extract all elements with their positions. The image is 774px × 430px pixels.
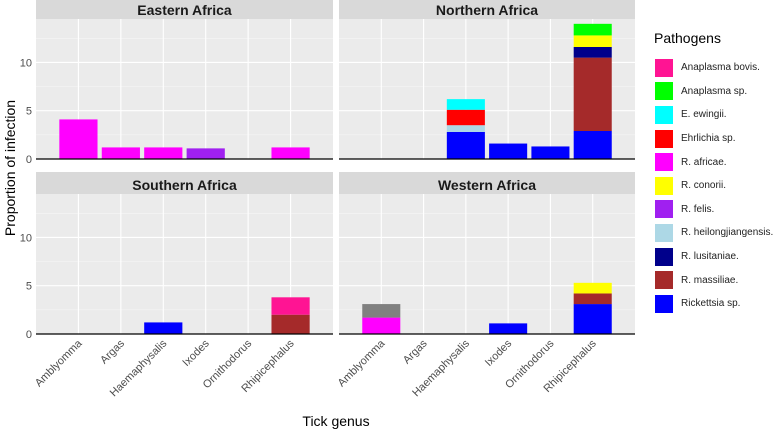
panel-northern-africa: Northern Africa [339,0,635,160]
legend-swatch [655,294,673,313]
legend-label: R. massiliae. [681,274,739,286]
panel-eastern-africa: Eastern Africa 0 5 10 [20,0,333,166]
legend-item-ehrlichia-sp: Ehrlichia sp. [648,127,772,151]
legend-label: R. felis. [681,203,715,215]
bar-haemaphysalis-ehrlichia-sp [446,109,485,126]
panel-title: Southern Africa [132,177,237,193]
legend-label: Anaplasma bovis. [681,62,760,74]
x-tick-label: Amblyomma [33,337,85,389]
legend-swatch [655,247,673,266]
bar-rhipicephalus-anaplasma-bovis [271,297,310,315]
x-tick-label: Ixodes [483,337,515,369]
legend-item-r-felis: R. felis. [648,198,772,222]
legend-label: Anaplasma sp. [681,85,748,97]
y-tick-label: 5 [26,106,32,118]
y-tick-label: 0 [26,329,32,341]
legend-item-anaplasma-sp: Anaplasma sp. [648,80,772,104]
x-tick-label: Ixodes [180,337,212,369]
bar-haemaphysalis-rickettsia-sp [446,131,485,159]
bar-rhipicephalus-r-massiliae [573,57,612,131]
panel-title: Eastern Africa [137,2,232,18]
legend-swatch [655,200,673,219]
panel-strip [339,0,635,19]
legend-label: R. heilongjiangensis. [681,227,774,239]
bar-ornithodorus-rickettsia-sp [531,146,570,159]
legend-item-e-ewingii: E. ewingii. [648,103,772,127]
legend-item-r-massiliae: R. massiliae. [648,268,772,292]
legend-title: Pathogens [654,30,721,46]
panel-strip [339,172,635,194]
bar-rhipicephalus-anaplasma-sp [573,23,612,36]
legend-swatch [655,271,673,290]
x-tick-label: Argas [98,337,127,366]
legend-swatch [655,129,673,148]
panel-strip [36,0,333,19]
bar-amblyomma-r-africae [59,119,98,159]
y-tick-label: 0 [26,154,32,166]
legend-items: Anaplasma bovis. Anaplasma sp. E. ewingii.… [648,56,774,316]
legend-item-r-africae: R. africae. [648,150,772,174]
bar-haemaphysalis-rickettsia-sp [144,322,183,334]
bar-rhipicephalus-rickettsia-sp [573,304,612,334]
bar-haemaphysalis-e-ewingii [446,99,485,110]
legend-item-r-lusitaniae: R. lusitaniae. [648,245,772,269]
legend: Pathogens Anaplasma bovis. Anaplasma sp. E… [648,30,774,316]
bar-rhipicephalus-r-conorii [573,35,612,47]
legend-label: R. lusitaniae. [681,251,739,263]
legend-label: E. ewingii. [681,109,727,121]
x-tick-label: Argas [401,337,430,366]
bar-haemaphysalis-r-heilongjiangensis [446,125,485,132]
bar-amblyomma-other [362,304,401,318]
bar-ixodes-rickettsia-sp [489,323,528,334]
bar-rhipicephalus-r-massiliae [271,314,310,334]
legend-item-rickettsia-sp: Rickettsia sp. [648,292,772,316]
y-axis-label: Proportion of infection [2,100,18,236]
legend-swatch [655,58,673,77]
panel-title: Western Africa [438,177,536,193]
bar-amblyomma-r-africae [362,317,401,334]
bar-ixodes-rickettsia-sp [489,143,528,159]
bar-rhipicephalus-r-lusitaniae [573,47,612,58]
bar-haemaphysalis-r-africae [144,147,183,159]
legend-swatch [655,153,673,172]
legend-label: Rickettsia sp. [681,298,741,310]
legend-swatch [655,223,673,242]
legend-item-r-conorii: R. conorii. [648,174,772,198]
y-tick-label: 10 [20,57,32,69]
bar-ixodes-r-felis [186,148,225,159]
panel-strip [36,172,333,194]
bar-rhipicephalus-r-massiliae [573,293,612,305]
legend-swatch [655,82,673,101]
y-tick-label: 5 [26,281,32,293]
x-axis-label: Tick genus [302,413,369,429]
legend-item-r-heilongjiangensis: R. heilongjiangensis. [648,221,774,245]
x-tick-label: Amblyomma [336,337,388,389]
bar-argas-r-africae [101,147,140,159]
legend-swatch [655,105,673,124]
bar-rhipicephalus-r-conorii [573,282,612,294]
bar-rhipicephalus-r-africae [271,147,310,159]
legend-label: R. africae. [681,156,727,168]
legend-swatch [655,176,673,195]
legend-label: R. conorii. [681,180,727,192]
legend-item-anaplasma-bovis: Anaplasma bovis. [648,56,772,80]
y-tick-label: 10 [20,232,32,244]
bar-rhipicephalus-rickettsia-sp [573,131,612,159]
legend-label: Ehrlichia sp. [681,133,736,145]
panel-title: Northern Africa [436,2,538,18]
